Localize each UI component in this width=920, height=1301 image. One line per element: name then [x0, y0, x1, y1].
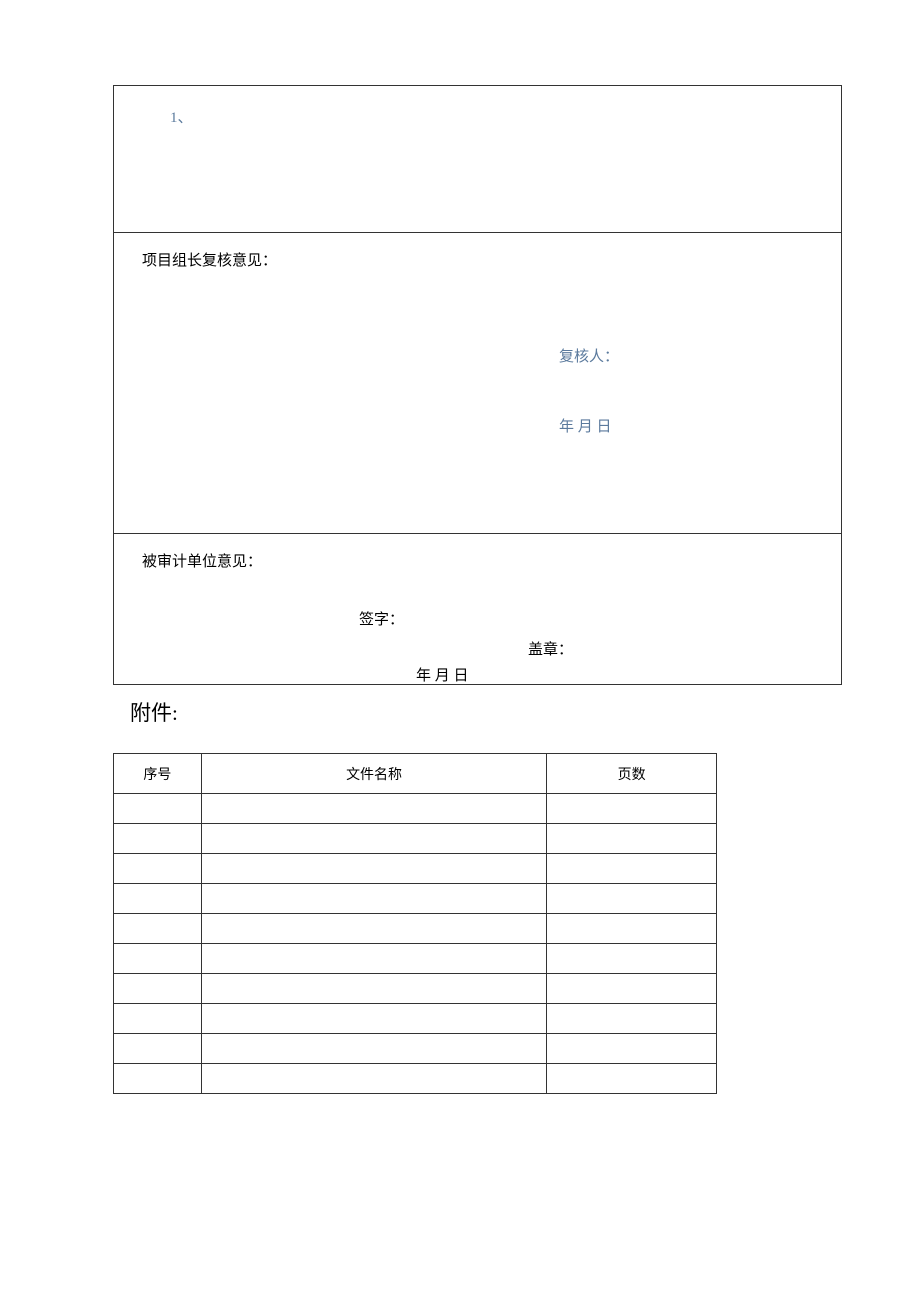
cell-name [201, 854, 546, 884]
section-audit: 被审计单位意见： 签字： 盖章： 年 月 日 [113, 533, 842, 685]
cell-seq [114, 1064, 202, 1094]
table-row [114, 914, 717, 944]
cell-pages [547, 884, 717, 914]
reviewer-label: 复核人： [559, 345, 619, 366]
form-container: 1、 项目组长复核意见： 复核人： 年 月 日 被审计单位意见： 签字： 盖章：… [113, 85, 842, 685]
cell-name [201, 914, 546, 944]
cell-seq [114, 854, 202, 884]
sign-label: 签字： [359, 608, 404, 629]
cell-name [201, 1064, 546, 1094]
table-body [114, 794, 717, 1094]
cell-seq [114, 794, 202, 824]
cell-name [201, 1034, 546, 1064]
table-row [114, 824, 717, 854]
cell-seq [114, 824, 202, 854]
cell-name [201, 944, 546, 974]
cell-pages [547, 914, 717, 944]
cell-seq [114, 884, 202, 914]
cell-name [201, 824, 546, 854]
cell-name [201, 1004, 546, 1034]
cell-pages [547, 974, 717, 1004]
header-name: 文件名称 [201, 754, 546, 794]
cell-name [201, 794, 546, 824]
cell-name [201, 974, 546, 1004]
item-number: 1、 [170, 106, 193, 127]
cell-seq [114, 974, 202, 1004]
review-date-label: 年 月 日 [559, 415, 612, 436]
header-seq: 序号 [114, 754, 202, 794]
cell-pages [547, 854, 717, 884]
table-header-row: 序号 文件名称 页数 [114, 754, 717, 794]
table-row [114, 854, 717, 884]
cell-pages [547, 1034, 717, 1064]
table-row [114, 944, 717, 974]
cell-pages [547, 944, 717, 974]
table-row [114, 1004, 717, 1034]
seal-label: 盖章： [528, 638, 573, 659]
cell-seq [114, 1034, 202, 1064]
cell-pages [547, 1004, 717, 1034]
attachment-table: 序号 文件名称 页数 [113, 753, 717, 1094]
cell-name [201, 884, 546, 914]
table-row [114, 1034, 717, 1064]
table-row [114, 794, 717, 824]
audit-title: 被审计单位意见： [142, 550, 262, 571]
attachment-label: 附件: [130, 697, 178, 727]
cell-seq [114, 1004, 202, 1034]
cell-pages [547, 824, 717, 854]
header-pages: 页数 [547, 754, 717, 794]
cell-seq [114, 914, 202, 944]
audit-date-label: 年 月 日 [416, 664, 469, 685]
review-title: 项目组长复核意见： [142, 249, 277, 270]
section-review: 项目组长复核意见： 复核人： 年 月 日 [113, 232, 842, 533]
table-row [114, 884, 717, 914]
table-row [114, 1064, 717, 1094]
table-row [114, 974, 717, 1004]
cell-seq [114, 944, 202, 974]
section-item: 1、 [113, 85, 842, 232]
cell-pages [547, 794, 717, 824]
cell-pages [547, 1064, 717, 1094]
